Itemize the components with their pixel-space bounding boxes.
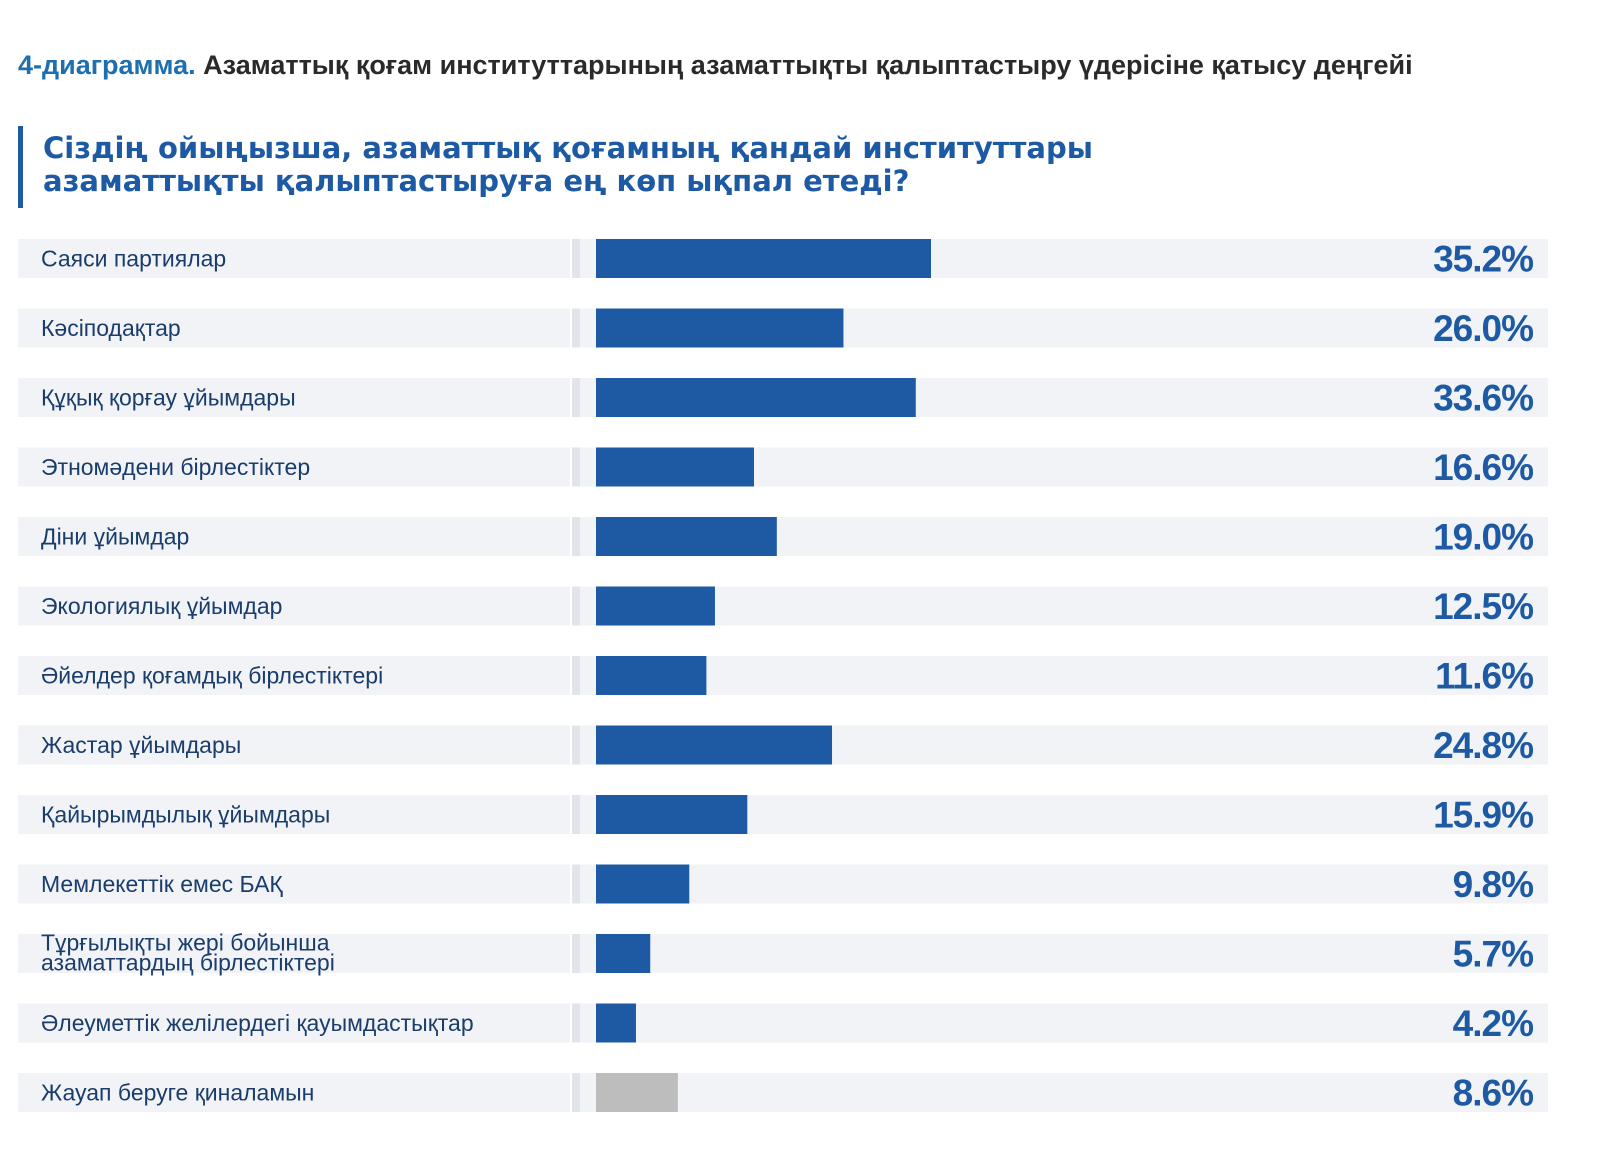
value-label: 24.8% — [1433, 725, 1533, 766]
bar — [596, 864, 690, 904]
category-label: Құқық қорғау ұйымдары — [41, 385, 296, 411]
label-background — [18, 864, 570, 904]
bar — [596, 1003, 636, 1043]
category-label: Экологиялық ұйымдар — [41, 593, 282, 619]
label-background — [18, 1073, 570, 1112]
survey-question-text: Сіздің ойыңызша, азаматтық қоғамның қанд… — [43, 132, 1193, 198]
value-label: 11.6% — [1435, 656, 1533, 697]
bar — [596, 725, 833, 765]
value-label: 8.6% — [1453, 1073, 1533, 1114]
survey-question: Сіздің ойыңызша, азаматтық қоғамның қанд… — [18, 126, 1193, 208]
category-label: Этномәдени бірлестіктер — [41, 454, 310, 480]
row-divider — [572, 656, 580, 695]
bar-row: Мемлекеттік емес БАҚ 9.8% — [18, 864, 1548, 905]
label-background — [18, 1003, 570, 1043]
bar — [596, 239, 931, 278]
label-background — [18, 447, 570, 487]
row-divider — [572, 378, 580, 417]
bar-row: Әйелдер қоғамдық бірлестіктері 11.6% — [18, 656, 1548, 697]
label-background — [18, 239, 570, 278]
bar-row: Экологиялық ұйымдар 12.5% — [18, 586, 1548, 627]
bar-row: Қайырымдылық ұйымдары 15.9% — [18, 795, 1548, 836]
value-label: 16.6% — [1433, 447, 1533, 488]
value-label: 35.2% — [1433, 239, 1533, 280]
row-divider — [572, 725, 580, 765]
bar-row: Діни ұйымдар 19.0% — [18, 517, 1548, 558]
bar — [596, 447, 754, 487]
category-label: Мемлекеттік емес БАҚ — [41, 871, 283, 897]
label-background — [18, 725, 570, 765]
bar — [596, 1073, 678, 1112]
value-label: 15.9% — [1433, 795, 1533, 836]
value-label: 33.6% — [1433, 378, 1533, 419]
category-label: Діни ұйымдар — [41, 524, 189, 550]
bar-row: Этномәдени бірлестіктер 16.6% — [18, 447, 1548, 488]
row-divider — [572, 447, 580, 487]
bar — [596, 586, 715, 626]
bar — [596, 934, 651, 973]
category-label: Қайырымдылық ұйымдары — [41, 802, 330, 828]
figure-number: 4-диаграмма. — [18, 50, 196, 80]
value-label: 5.7% — [1453, 934, 1533, 975]
bar-row: Саяси партиялар 35.2% — [18, 239, 1548, 280]
label-background — [18, 795, 570, 834]
value-label: 19.0% — [1433, 517, 1533, 558]
bar-track — [580, 1003, 1548, 1043]
row-divider — [572, 864, 580, 904]
bar-row: Әлеуметтік желілердегі қауымдастықтар 4.2… — [18, 1003, 1548, 1044]
label-background — [18, 656, 570, 695]
category-label: Кәсіподақтар — [41, 315, 181, 341]
bar-track — [580, 586, 1548, 626]
row-divider — [572, 239, 580, 278]
survey-question-line-1: Сіздің ойыңызша, азаматтық қоғамның қанд… — [43, 131, 1093, 165]
row-divider — [572, 795, 580, 834]
row-divider — [572, 1073, 580, 1112]
row-divider — [572, 586, 580, 626]
row-divider — [572, 308, 580, 348]
category-label: Әлеуметтік желілердегі қауымдастықтар — [41, 1010, 474, 1036]
row-divider — [572, 934, 580, 973]
bar-track — [580, 934, 1548, 973]
value-label: 26.0% — [1433, 308, 1533, 349]
category-label: Жауап беруге қиналамын — [41, 1080, 314, 1106]
figure-caption: 4-диаграмма. Азаматтық қоғам институттар… — [18, 50, 1413, 81]
bar-row: Жастар ұйымдары 24.8% — [18, 725, 1548, 766]
bar-row: Құқық қорғау ұйымдары 33.6% — [18, 378, 1548, 419]
label-background — [18, 308, 570, 348]
bar — [596, 517, 777, 556]
label-background — [18, 934, 570, 973]
label-background — [18, 378, 570, 417]
bar-row: Кәсіподақтар 26.0% — [18, 308, 1548, 349]
bar — [596, 656, 707, 695]
bar-track — [580, 1073, 1548, 1112]
survey-question-line-2: азаматтықты қалыптастыруға ең көп ықпал … — [43, 164, 910, 198]
value-label: 4.2% — [1453, 1003, 1533, 1044]
category-label: Әйелдер қоғамдық бірлестіктері — [41, 663, 383, 689]
bar-row: Жауап беруге қиналамын 8.6% — [18, 1073, 1548, 1114]
bar-track — [580, 864, 1548, 904]
category-label: Саяси партиялар — [41, 246, 226, 272]
value-label: 9.8% — [1453, 864, 1533, 905]
bar — [596, 378, 916, 417]
bar — [596, 308, 844, 348]
row-divider — [572, 517, 580, 556]
category-label: Тұрғылықты жері бойынша азаматтардың бірл… — [41, 930, 335, 976]
figure-caption-text: Азаматтық қоғам институттарының азаматты… — [203, 50, 1413, 80]
category-label: Жастар ұйымдары — [41, 732, 241, 758]
bar — [596, 795, 748, 834]
label-background — [18, 517, 570, 556]
label-background — [18, 586, 570, 626]
value-label: 12.5% — [1433, 586, 1533, 627]
row-divider — [572, 1003, 580, 1043]
bar-track — [580, 656, 1548, 695]
bar-row: Тұрғылықты жері бойынша азаматтардың бірл… — [18, 930, 1548, 976]
